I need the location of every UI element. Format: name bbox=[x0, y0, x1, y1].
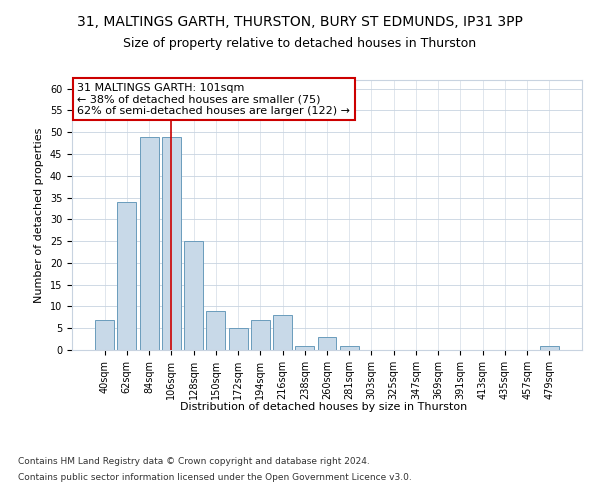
Bar bbox=[340, 346, 359, 350]
Text: 31, MALTINGS GARTH, THURSTON, BURY ST EDMUNDS, IP31 3PP: 31, MALTINGS GARTH, THURSTON, BURY ST ED… bbox=[77, 15, 523, 29]
Text: Contains HM Land Registry data © Crown copyright and database right 2024.: Contains HM Land Registry data © Crown c… bbox=[18, 458, 370, 466]
Bar bbox=[162, 136, 181, 350]
Bar bbox=[540, 346, 559, 350]
Y-axis label: Number of detached properties: Number of detached properties bbox=[34, 128, 44, 302]
Bar bbox=[95, 320, 114, 350]
Bar bbox=[317, 337, 337, 350]
Bar bbox=[229, 328, 248, 350]
Bar bbox=[273, 315, 292, 350]
Text: 31 MALTINGS GARTH: 101sqm
← 38% of detached houses are smaller (75)
62% of semi-: 31 MALTINGS GARTH: 101sqm ← 38% of detac… bbox=[77, 82, 350, 116]
Bar bbox=[251, 320, 270, 350]
Bar bbox=[295, 346, 314, 350]
Text: Size of property relative to detached houses in Thurston: Size of property relative to detached ho… bbox=[124, 38, 476, 51]
Bar bbox=[140, 136, 158, 350]
Text: Contains public sector information licensed under the Open Government Licence v3: Contains public sector information licen… bbox=[18, 472, 412, 482]
Bar bbox=[206, 311, 225, 350]
Text: Distribution of detached houses by size in Thurston: Distribution of detached houses by size … bbox=[181, 402, 467, 412]
Bar bbox=[118, 202, 136, 350]
Bar bbox=[184, 241, 203, 350]
